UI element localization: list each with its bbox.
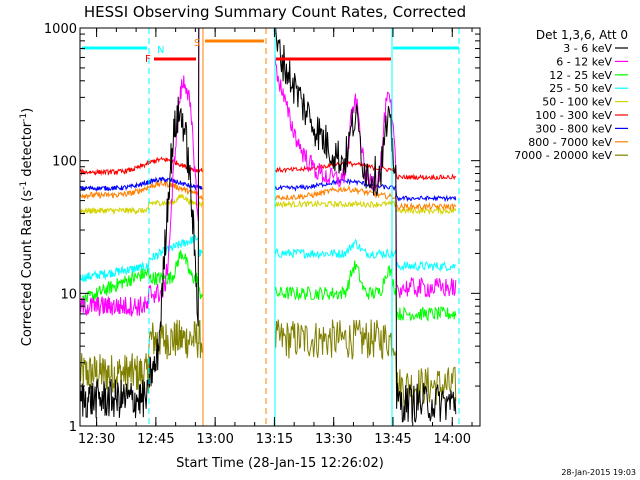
x-tick-label: 13:30	[315, 432, 352, 447]
series-line	[79, 27, 203, 317]
series-line	[79, 27, 203, 419]
chart-title: HESSI Observing Summary Count Rates, Cor…	[84, 3, 466, 21]
legend-label: 12 - 25 keV	[549, 69, 612, 82]
legend-label: 800 - 7000 keV	[528, 136, 612, 149]
flag-label: S	[194, 38, 200, 49]
plot-area: NF S	[79, 27, 460, 426]
y-tick-label: 1000	[44, 22, 77, 37]
series-line	[79, 319, 203, 394]
series-line	[274, 27, 457, 423]
y-tick-label: 100	[52, 155, 77, 170]
legend-label: 7000 - 20000 keV	[514, 149, 612, 162]
y-tick-label: 10	[60, 287, 77, 302]
x-axis: 12:30 12:45 13:00 13:15 13:30 13:45 14:00	[78, 28, 473, 447]
footer-date: 28-Jan-2015 19:03	[561, 468, 636, 477]
legend-label: 25 - 50 keV	[549, 82, 612, 95]
series-line	[79, 193, 203, 215]
legend-label: 6 - 12 keV	[556, 55, 612, 68]
series-line	[79, 233, 203, 283]
flag-label: N	[157, 45, 164, 56]
legend-label: 50 - 100 keV	[542, 96, 612, 109]
series-line	[274, 319, 457, 407]
x-tick-label: 14:00	[434, 432, 471, 447]
y-tick-label: 1	[69, 420, 77, 435]
series-line	[79, 176, 203, 192]
flag-label: F	[145, 54, 151, 65]
legend-title: Det 1,3,6, Att 0	[536, 28, 628, 42]
x-tick-label: 13:15	[256, 432, 293, 447]
x-tick-label: 12:45	[137, 432, 174, 447]
series-line	[274, 238, 457, 272]
y-axis: 1 10 100 1000	[44, 22, 480, 435]
x-axis-label: Start Time (28-Jan-15 12:26:02)	[176, 456, 384, 471]
legend-label: 3 - 6 keV	[563, 42, 612, 55]
series-line	[80, 179, 203, 200]
x-tick-label: 13:00	[196, 432, 233, 447]
series-line	[80, 156, 203, 177]
x-tick-label: 13:45	[374, 432, 411, 447]
legend-label: 100 - 300 keV	[535, 109, 612, 122]
legend-label: 300 - 800 keV	[535, 122, 612, 135]
plot-frame	[79, 27, 481, 427]
series-line	[274, 160, 457, 181]
x-tick-label: 12:30	[78, 432, 115, 447]
series-line	[79, 249, 203, 310]
series-line	[274, 260, 457, 322]
series-line	[274, 199, 457, 216]
series-line	[274, 184, 457, 211]
y-axis-label: Corrected Count Rate (s-1 detector-1)	[19, 108, 35, 346]
